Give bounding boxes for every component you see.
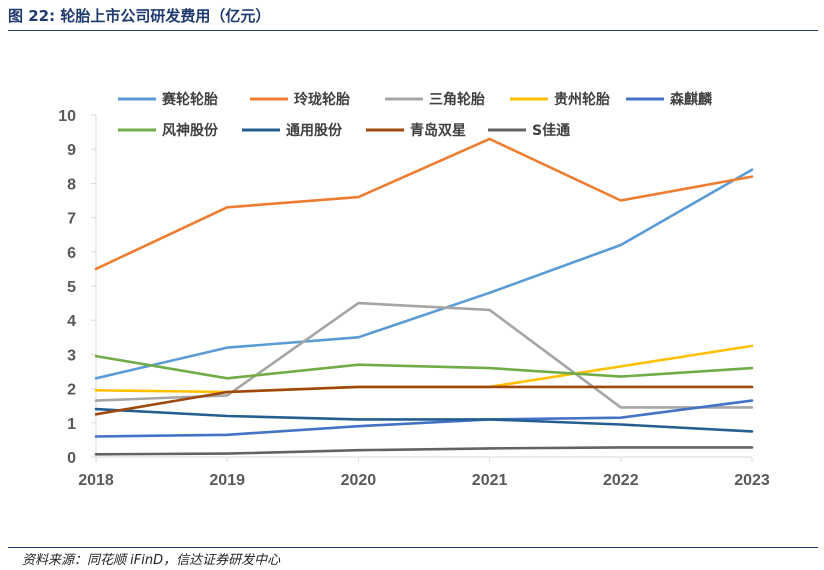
series-line <box>94 446 754 456</box>
y-tick-label: 9 <box>67 142 76 159</box>
series-line <box>94 354 754 380</box>
y-tick-label: 3 <box>67 347 76 364</box>
figure-title: 图 22: 轮胎上市公司研发费用（亿元） <box>8 7 271 25</box>
x-tick-label: 2023 <box>734 472 770 489</box>
x-tick-label: 2020 <box>341 472 377 489</box>
legend-label: 贵州轮胎 <box>554 91 610 108</box>
y-tick-label: 5 <box>67 279 76 296</box>
x-tick-label: 2021 <box>472 472 508 489</box>
series-line <box>94 407 754 433</box>
x-tick-label: 2022 <box>603 472 639 489</box>
legend-label: 森麒麟 <box>670 91 713 108</box>
y-tick-label: 0 <box>67 450 76 467</box>
y-tick-label: 6 <box>67 245 76 262</box>
y-tick-label: 8 <box>67 176 76 193</box>
x-tick-label: 2018 <box>78 472 114 489</box>
series-line <box>94 168 754 380</box>
series-line <box>94 344 754 394</box>
y-tick-label: 4 <box>67 313 76 330</box>
y-tick-label: 2 <box>67 382 76 399</box>
legend-label: 三角轮胎 <box>429 91 485 108</box>
series-line <box>94 137 754 271</box>
series-line <box>94 385 754 416</box>
header-divider <box>8 30 818 31</box>
source-note: 资料来源：同花顺 iFinD，信达证券研发中心 <box>22 553 281 568</box>
line-chart: 0 1 2 3 4 5 6 7 8 9 10 2018 2019 2020 2021 2022 2023 赛轮轮胎… <box>58 91 770 489</box>
footer-divider <box>8 547 818 548</box>
legend-label: 赛轮轮胎 <box>161 91 218 108</box>
figure-header: 图 22: 轮胎上市公司研发费用（亿元） <box>0 0 824 31</box>
legend-label: 通用股份 <box>286 122 343 139</box>
series-line <box>94 399 754 438</box>
legend-label: 风神股份 <box>162 122 219 139</box>
legend-label: 青岛双星 <box>410 122 466 139</box>
legend-label: S佳通 <box>532 122 570 139</box>
x-tick-label: 2019 <box>209 472 245 489</box>
y-tick-label: 7 <box>67 211 76 228</box>
y-tick-label: 1 <box>67 416 76 433</box>
legend-label: 玲珑轮胎 <box>294 91 350 108</box>
y-tick-label: 10 <box>58 108 76 125</box>
